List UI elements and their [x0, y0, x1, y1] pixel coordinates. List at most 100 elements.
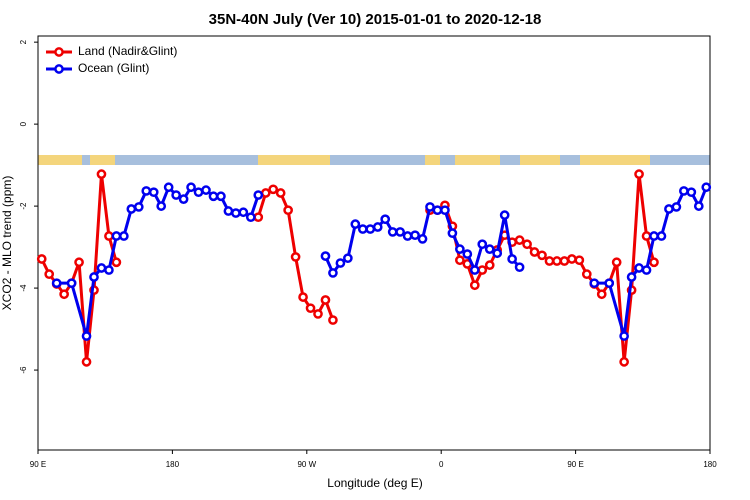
data-point — [283, 205, 293, 216]
data-point — [656, 231, 667, 241]
data-point — [253, 212, 264, 223]
data-point — [552, 256, 562, 266]
data-point — [268, 184, 279, 195]
data-point — [693, 201, 704, 211]
y-tick-label: -6 — [19, 366, 28, 374]
data-point — [96, 263, 107, 273]
data-point — [619, 331, 629, 341]
data-point — [581, 269, 592, 280]
x-tick-label: 0 — [439, 460, 444, 469]
data-point — [66, 278, 77, 289]
y-tick-label: 0 — [19, 121, 28, 126]
data-point — [275, 188, 286, 198]
data-point — [641, 231, 652, 241]
data-point — [477, 265, 488, 275]
mask-land — [520, 155, 560, 165]
data-point — [469, 265, 480, 275]
data-point — [245, 212, 256, 223]
data-point — [567, 254, 577, 264]
data-point — [201, 185, 211, 195]
data-point — [455, 244, 465, 254]
series-line — [56, 185, 708, 338]
x-tick-label: 90 E — [30, 460, 46, 469]
data-point — [51, 278, 62, 289]
data-point — [619, 357, 629, 367]
mask-land — [258, 155, 330, 165]
data-point — [36, 254, 47, 264]
data-point — [313, 309, 323, 319]
data-point — [104, 265, 114, 275]
x-tick-label: 180 — [166, 460, 180, 469]
data-point — [328, 315, 338, 325]
data-point — [320, 251, 331, 261]
data-point — [156, 201, 167, 211]
legend-label: Land (Nadir&Glint) — [78, 44, 177, 58]
x-axis-label: Longitude (deg E) — [327, 476, 422, 490]
data-point — [477, 239, 488, 250]
data-point — [74, 257, 84, 268]
series-line — [40, 172, 656, 364]
data-point — [44, 269, 55, 280]
data-point — [343, 253, 353, 264]
data-point — [81, 331, 92, 341]
data-point — [148, 187, 159, 198]
data-point — [387, 227, 398, 237]
data-point — [298, 292, 308, 302]
data-point — [604, 278, 615, 289]
data-point — [634, 263, 644, 273]
mask-land — [455, 155, 500, 165]
data-point — [611, 257, 622, 268]
data-point — [507, 254, 517, 264]
mask-land — [580, 155, 650, 165]
data-point — [649, 231, 659, 241]
data-point — [679, 186, 689, 196]
data-point — [649, 257, 659, 268]
legend-marker — [54, 64, 64, 74]
data-point — [447, 228, 458, 239]
mask-land — [38, 155, 82, 165]
y-tick-label: 2 — [19, 39, 28, 44]
data-point — [365, 224, 376, 234]
data-point — [111, 231, 122, 241]
data-point — [522, 239, 532, 250]
data-point — [410, 230, 420, 241]
data-point — [328, 268, 338, 278]
data-point — [432, 205, 443, 216]
data-point — [290, 252, 301, 262]
data-point — [529, 247, 540, 257]
data-point — [664, 204, 674, 214]
data-point — [634, 169, 644, 179]
data-point — [193, 187, 204, 198]
data-point — [253, 190, 264, 200]
data-point — [357, 224, 368, 234]
data-point — [335, 258, 346, 268]
data-point — [671, 202, 682, 212]
data-point — [544, 256, 555, 266]
data-point — [208, 191, 219, 202]
legend-label: Ocean (Glint) — [78, 61, 149, 75]
data-point — [89, 272, 99, 282]
legend-marker — [54, 47, 64, 57]
data-point — [96, 169, 107, 179]
mask-land — [425, 155, 440, 165]
data-point — [111, 257, 122, 268]
data-point — [484, 244, 495, 254]
data-point — [641, 265, 652, 275]
data-point — [514, 235, 525, 245]
data-point — [537, 250, 547, 261]
data-point — [238, 207, 249, 218]
mask-ocean — [38, 155, 710, 165]
data-point — [417, 234, 428, 244]
data-point — [395, 227, 405, 237]
data-point — [686, 187, 697, 198]
data-point — [484, 260, 495, 270]
data-point — [133, 202, 144, 212]
data-point — [320, 295, 331, 305]
data-point — [462, 249, 473, 259]
data-point — [492, 248, 503, 259]
x-tick-label: 180 — [703, 460, 717, 469]
data-point — [141, 186, 152, 196]
data-point — [499, 210, 510, 220]
